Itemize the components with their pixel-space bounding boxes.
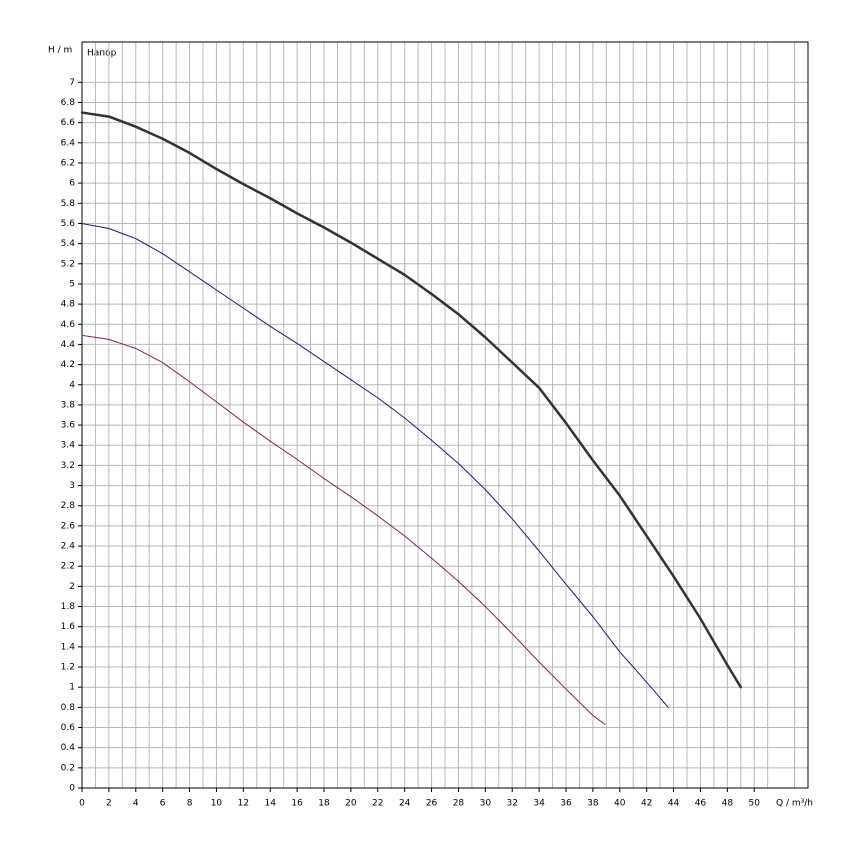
x-tick-label: 44 bbox=[668, 799, 680, 809]
y-tick-label: 5.6 bbox=[61, 219, 76, 229]
x-tick-label: 46 bbox=[695, 799, 707, 809]
y-tick-label: 0.4 bbox=[61, 743, 76, 753]
y-tick-label: 7 bbox=[69, 78, 75, 88]
y-tick-label: 4.2 bbox=[61, 360, 75, 370]
y-tick-label: 3 bbox=[69, 481, 75, 491]
x-tick-label: 8 bbox=[187, 799, 193, 809]
x-tick-label: 32 bbox=[506, 799, 517, 809]
x-tick-label: 36 bbox=[560, 799, 572, 809]
y-tick-label: 0.8 bbox=[61, 703, 76, 713]
y-tick-label: 1 bbox=[69, 683, 75, 693]
y-tick-label: 6.2 bbox=[61, 158, 75, 168]
y-tick-label: 2.4 bbox=[61, 542, 76, 552]
y-tick-label: 0.2 bbox=[61, 763, 75, 773]
annotation: Напор bbox=[87, 49, 117, 59]
x-tick-label: 4 bbox=[133, 799, 139, 809]
x-tick-label: 38 bbox=[587, 799, 599, 809]
y-tick-label: 4.8 bbox=[61, 300, 76, 310]
x-tick-label: 22 bbox=[372, 799, 383, 809]
y-tick-label: 4.6 bbox=[61, 320, 76, 330]
y-tick-label: 1.4 bbox=[61, 642, 76, 652]
curve bbox=[81, 222, 669, 708]
x-tick-label: 16 bbox=[291, 799, 303, 809]
x-tick-label: 40 bbox=[614, 799, 626, 809]
curve bbox=[80, 111, 743, 689]
y-tick-label: 4 bbox=[69, 380, 75, 390]
y-tick-label: 1.2 bbox=[61, 663, 75, 673]
x-tick-label: 2 bbox=[106, 799, 112, 809]
x-tick-label: 12 bbox=[238, 799, 249, 809]
x-tick-label: 26 bbox=[426, 799, 438, 809]
x-tick-label: 0 bbox=[79, 799, 85, 809]
plot-frame bbox=[81, 41, 809, 789]
y-tick-label: 6.6 bbox=[61, 118, 76, 128]
y-tick-label: 6.8 bbox=[61, 98, 76, 108]
x-tick-label: 10 bbox=[211, 799, 223, 809]
y-tick-label: 4.4 bbox=[61, 340, 76, 350]
y-tick-label: 2.8 bbox=[61, 501, 76, 511]
x-tick-label: 30 bbox=[480, 799, 492, 809]
x-tick-label: 18 bbox=[318, 799, 330, 809]
x-tick-label: 42 bbox=[641, 799, 652, 809]
y-tick-label: 0.6 bbox=[61, 723, 76, 733]
x-tick-label: 24 bbox=[399, 799, 411, 809]
curve bbox=[81, 334, 606, 725]
y-tick-label: 0 bbox=[69, 784, 75, 794]
y-tick-label: 1.6 bbox=[61, 622, 76, 632]
y-tick-label: 3.8 bbox=[61, 400, 76, 410]
y-tick-label: 5.4 bbox=[61, 239, 76, 249]
y-tick-label: 5 bbox=[69, 279, 75, 289]
y-tick-label: 2.6 bbox=[61, 521, 76, 531]
x-axis-label: Q / m³/h bbox=[776, 799, 813, 809]
y-tick-label: 2 bbox=[69, 582, 75, 592]
y-tick-label: 1.8 bbox=[61, 602, 76, 612]
x-tick-label: 14 bbox=[264, 799, 276, 809]
x-tick-label: 20 bbox=[345, 799, 357, 809]
x-tick-label: 48 bbox=[722, 799, 734, 809]
y-tick-label: 2.2 bbox=[61, 562, 75, 572]
y-tick-label: 5.2 bbox=[61, 259, 75, 269]
y-tick-label: 3.2 bbox=[61, 461, 75, 471]
y-tick-label: 6 bbox=[69, 179, 75, 189]
y-tick-label: 6.4 bbox=[61, 138, 76, 148]
y-tick-label: 3.6 bbox=[61, 421, 76, 431]
x-tick-label: 28 bbox=[453, 799, 465, 809]
y-axis-label: H / m bbox=[48, 46, 72, 56]
x-tick-label: 6 bbox=[160, 799, 166, 809]
y-tick-label: 5.8 bbox=[61, 199, 76, 209]
y-tick-label: 3.4 bbox=[61, 441, 76, 451]
x-tick-label: 34 bbox=[533, 799, 545, 809]
x-tick-label: 50 bbox=[748, 799, 760, 809]
